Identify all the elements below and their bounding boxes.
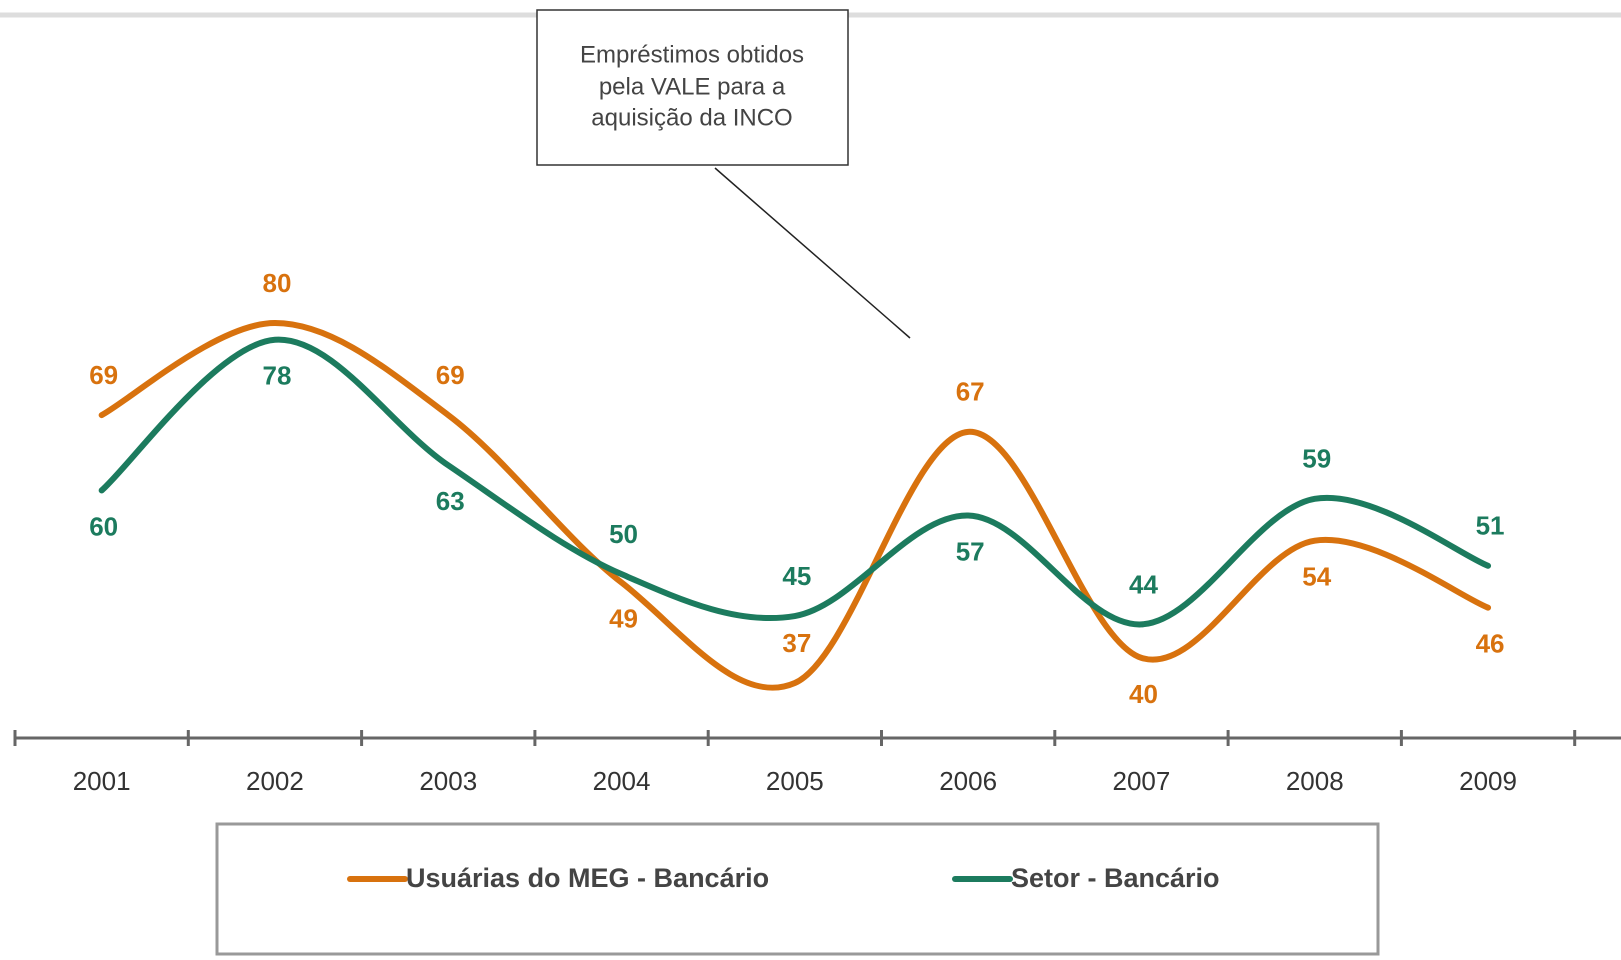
data-label: 63 (436, 486, 465, 516)
x-tick-label: 2007 (1113, 766, 1171, 796)
data-label: 80 (262, 268, 291, 298)
data-label: 45 (782, 561, 811, 591)
data-label: 49 (609, 603, 638, 633)
data-label: 57 (956, 536, 985, 566)
x-tick-label: 2001 (73, 766, 131, 796)
data-label: 46 (1476, 629, 1505, 659)
x-tick-label: 2009 (1459, 766, 1517, 796)
series-line (98, 336, 1492, 628)
x-tick-label: 2006 (939, 766, 997, 796)
annotation-text: pela VALE para a (599, 73, 786, 100)
data-label: 78 (262, 361, 291, 391)
data-label: 44 (1129, 569, 1158, 599)
data-label: 59 (1302, 444, 1331, 474)
data-label: 51 (1476, 511, 1505, 541)
annotation-leader (714, 167, 911, 339)
legend-label: Setor - Bancário (1011, 863, 1220, 893)
series-line (98, 319, 1492, 691)
x-tick-label: 2008 (1286, 766, 1344, 796)
annotation-text: aquisição da INCO (591, 104, 792, 131)
x-tick-label: 2003 (419, 766, 477, 796)
x-tick-label: 2002 (246, 766, 304, 796)
data-label: 69 (89, 360, 118, 390)
data-label: 40 (1129, 679, 1158, 709)
data-label: 67 (956, 377, 985, 407)
data-label: 37 (782, 628, 811, 658)
x-tick-label: 2005 (766, 766, 824, 796)
data-label: 50 (609, 519, 638, 549)
annotation-box (536, 9, 849, 166)
data-label: 54 (1302, 562, 1331, 592)
annotation-text: Empréstimos obtidos (580, 41, 804, 68)
data-label: 69 (436, 360, 465, 390)
legend-box (215, 822, 1380, 956)
data-label: 60 (89, 511, 118, 541)
legend-label: Usuárias do MEG - Bancário (406, 863, 769, 893)
x-tick-label: 2004 (593, 766, 651, 796)
